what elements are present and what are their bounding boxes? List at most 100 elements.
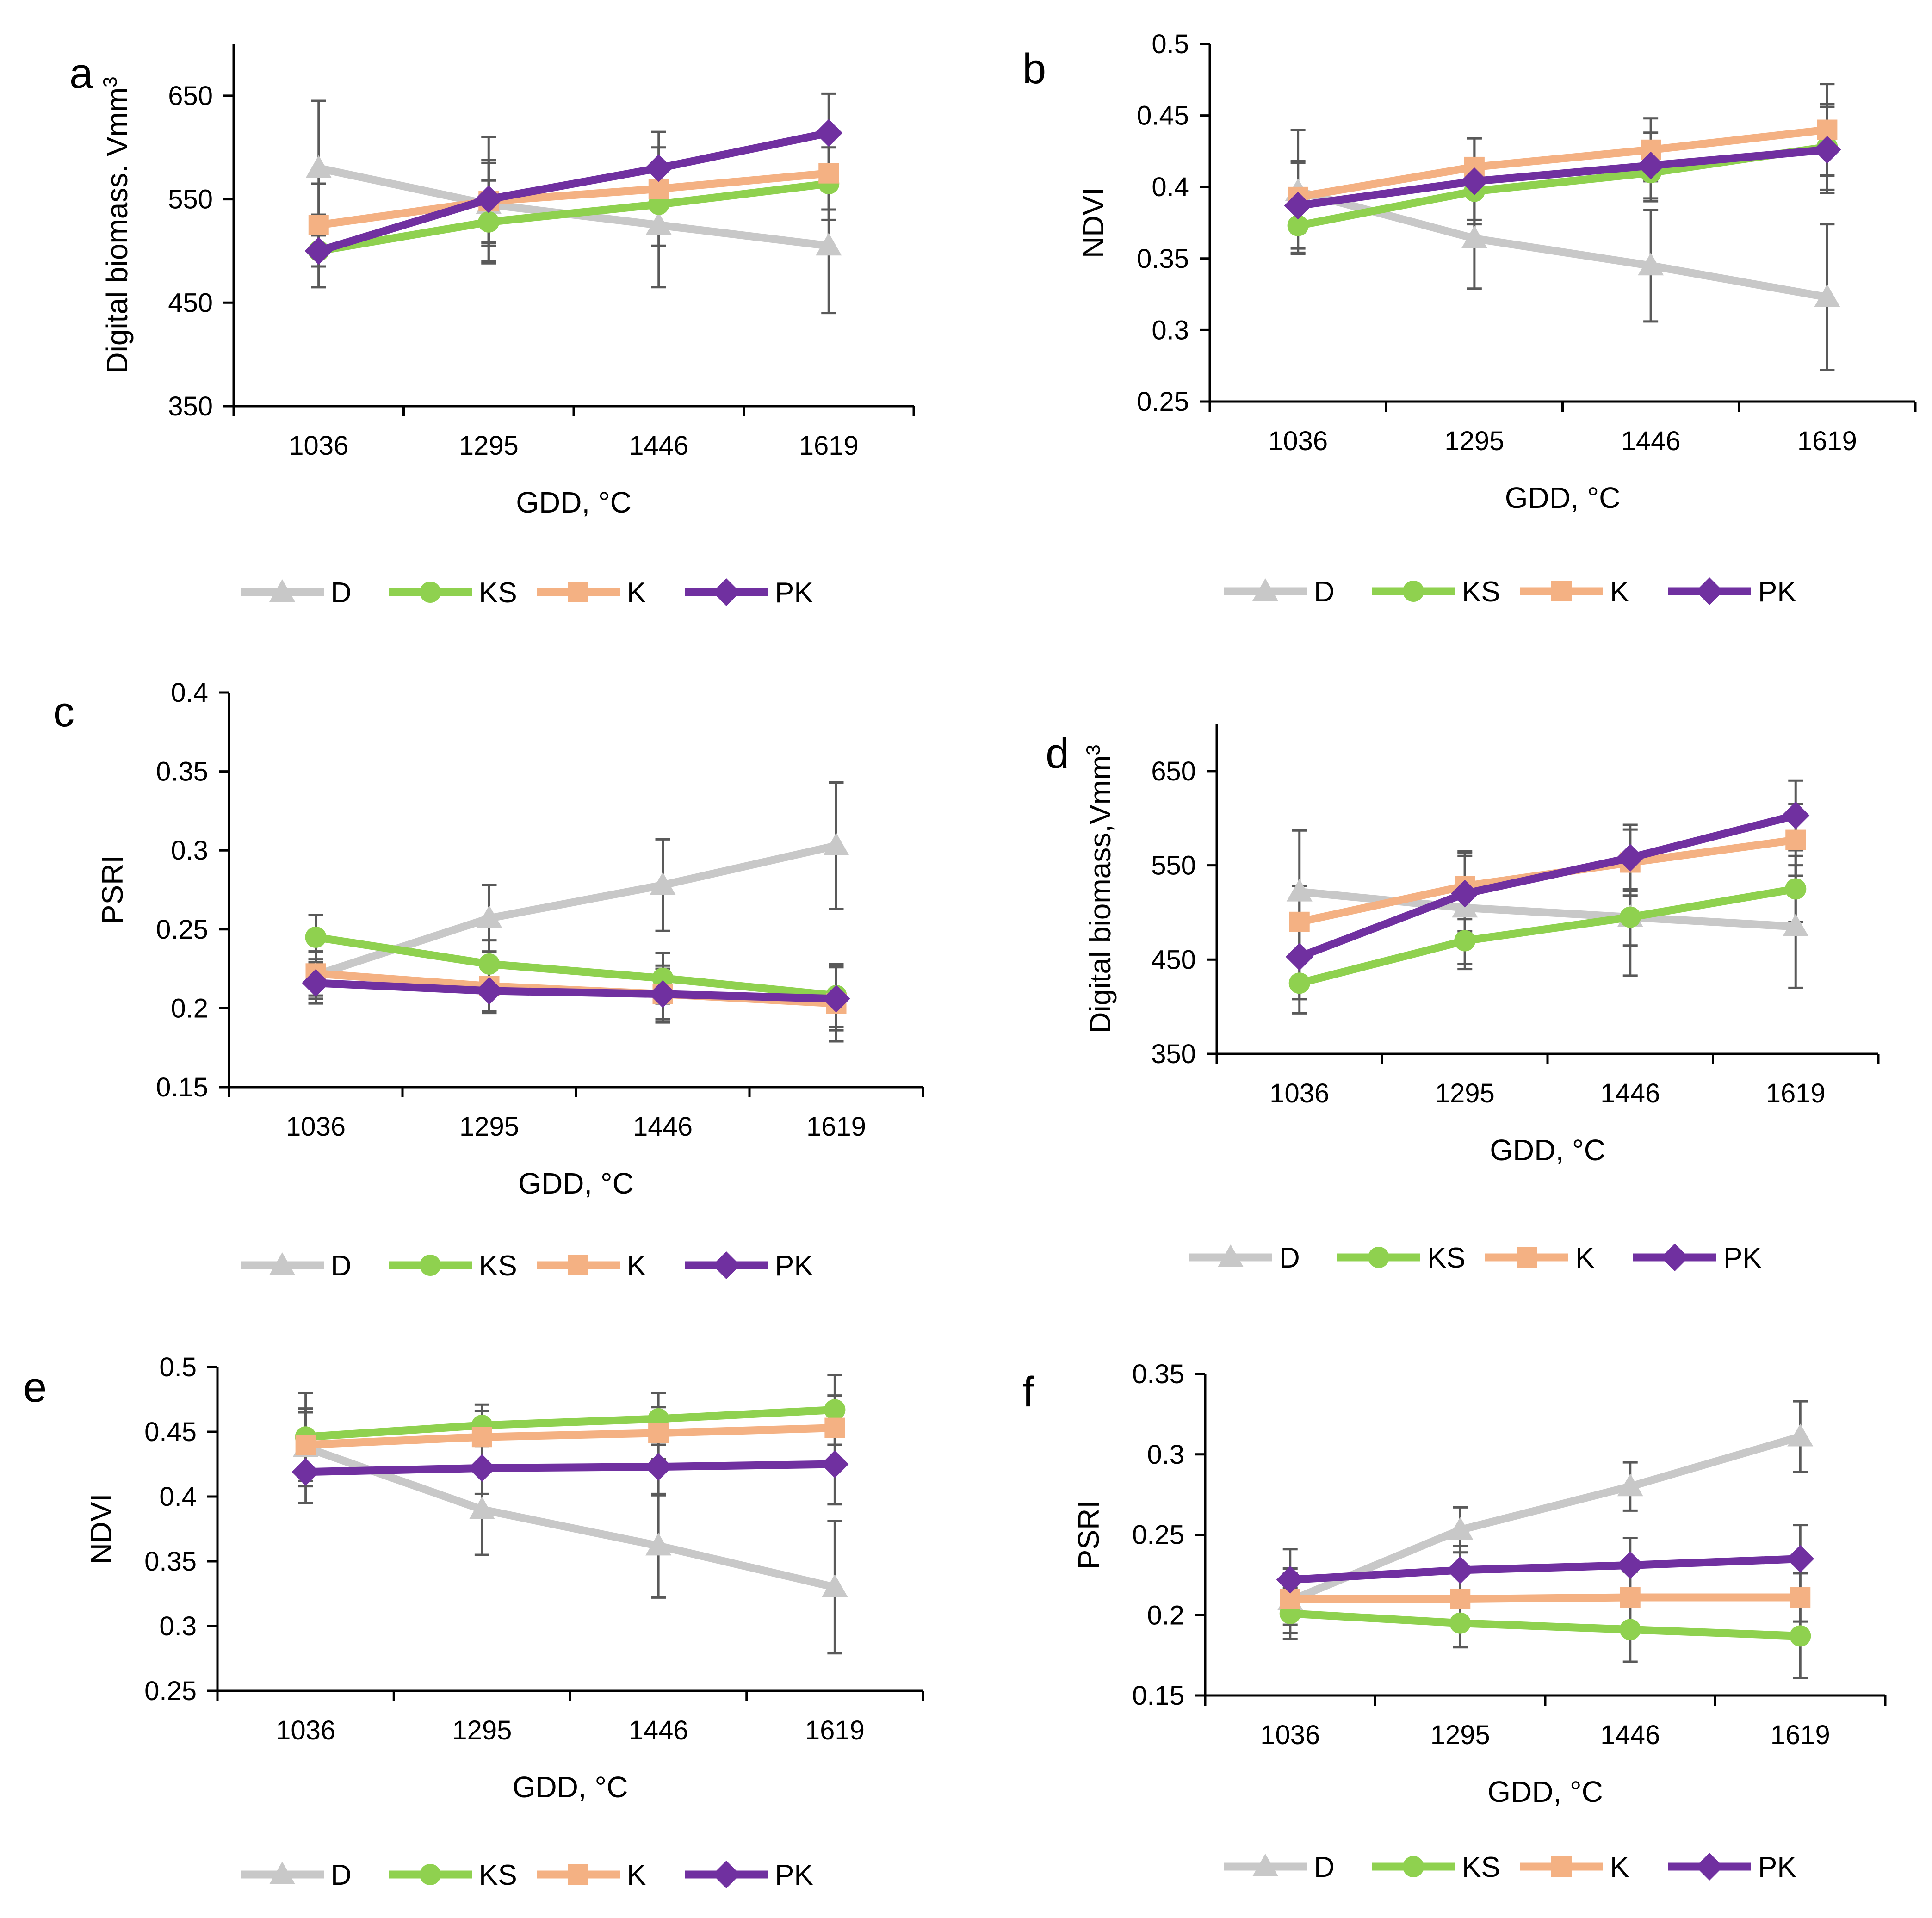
point-PK bbox=[649, 980, 677, 1008]
legend: D KS K PK bbox=[1224, 1851, 1796, 1883]
x-tick-label: 1295 bbox=[459, 431, 519, 461]
point-D bbox=[476, 905, 502, 928]
y-axis-title: Digital biomass. Vmm3 bbox=[99, 76, 134, 373]
legend-marker-D bbox=[269, 1252, 295, 1275]
y-tick-label: 0.15 bbox=[1132, 1681, 1184, 1711]
legend-label-D: D bbox=[1314, 576, 1335, 608]
series-line-D bbox=[1288, 1433, 1802, 1604]
point-D bbox=[823, 832, 849, 855]
y-tick-label: 550 bbox=[168, 185, 213, 215]
chart-panel-e: e 0.25 0.3 0.35 0.4 0.45 0.5 1036 1295 1446 1619 GD… bbox=[23, 1352, 924, 1891]
series-line-D bbox=[1299, 888, 1796, 931]
point-KS bbox=[824, 1399, 846, 1421]
series-line-PK bbox=[1298, 811, 1797, 961]
legend-marker-D bbox=[1252, 1854, 1278, 1876]
legend-marker-D bbox=[269, 1862, 295, 1884]
legend-marker-PK bbox=[712, 578, 740, 606]
x-axis-title: GDD, °C bbox=[1487, 1775, 1603, 1808]
point-K bbox=[824, 1417, 845, 1438]
x-tick-label: 1295 bbox=[459, 1112, 519, 1142]
legend: D KS K PK bbox=[241, 577, 813, 609]
point-PK bbox=[1285, 943, 1313, 971]
x-tick-label: 1446 bbox=[633, 1112, 693, 1142]
y-tick-label: 0.3 bbox=[1152, 315, 1189, 345]
series-line-K bbox=[318, 169, 830, 229]
legend-label-K: K bbox=[1575, 1242, 1594, 1274]
point-KS bbox=[1619, 906, 1641, 928]
legend-marker-KS bbox=[420, 582, 441, 603]
point-PK bbox=[302, 969, 330, 997]
series-line-KS bbox=[318, 179, 830, 255]
series-line-PK bbox=[1290, 1555, 1801, 1584]
legend-marker-K bbox=[1551, 1856, 1572, 1877]
y-tick-label: 0.4 bbox=[1152, 172, 1189, 202]
y-tick-label: 650 bbox=[1151, 756, 1196, 786]
point-PK bbox=[1813, 136, 1841, 164]
x-axis-title: GDD, °C bbox=[1490, 1133, 1605, 1167]
x-tick-label: 1619 bbox=[1771, 1720, 1830, 1750]
legend-label-D: D bbox=[331, 1250, 352, 1282]
point-PK bbox=[1451, 879, 1479, 908]
x-tick-label: 1446 bbox=[1600, 1078, 1660, 1108]
legend-label-D: D bbox=[1314, 1851, 1335, 1883]
legend-label-PK: PK bbox=[775, 1859, 813, 1891]
point-D bbox=[650, 872, 676, 895]
point-KS bbox=[478, 953, 500, 975]
point-PK bbox=[644, 1453, 673, 1481]
point-D bbox=[305, 155, 332, 178]
legend-label-D: D bbox=[1279, 1242, 1300, 1274]
legend-label-KS: KS bbox=[479, 577, 517, 609]
x-tick-label: 1036 bbox=[1268, 426, 1328, 456]
x-tick-label: 1036 bbox=[276, 1715, 335, 1745]
x-tick-label: 1619 bbox=[1797, 426, 1857, 456]
legend-marker-K bbox=[568, 1255, 588, 1275]
legend-marker-KS bbox=[1403, 581, 1424, 602]
y-tick-label: 0.25 bbox=[1132, 1520, 1184, 1550]
point-PK bbox=[821, 1450, 849, 1478]
panel-label: e bbox=[23, 1364, 47, 1411]
point-PK bbox=[815, 119, 843, 147]
legend-marker-PK bbox=[712, 1251, 740, 1279]
legend-label-PK: PK bbox=[1758, 1851, 1796, 1883]
point-PK bbox=[1446, 1556, 1474, 1584]
x-tick-label: 1619 bbox=[799, 431, 859, 461]
chart-panel-f: f 0.15 0.2 0.25 0.3 0.35 1036 1295 1446 1619 GDD, … bbox=[1022, 1359, 1887, 1883]
point-KS bbox=[1454, 930, 1476, 952]
point-K bbox=[1620, 1587, 1641, 1608]
y-tick-label: 650 bbox=[168, 81, 213, 111]
x-tick-label: 1036 bbox=[1260, 1720, 1320, 1750]
point-KS bbox=[1287, 215, 1309, 236]
point-PK bbox=[1782, 801, 1810, 829]
legend-marker-K bbox=[1551, 581, 1572, 601]
x-axis-title: GDD, °C bbox=[516, 486, 632, 519]
point-KS bbox=[648, 193, 669, 215]
y-tick-label: 550 bbox=[1151, 851, 1196, 881]
point-D bbox=[1447, 1517, 1474, 1540]
point-D bbox=[1286, 879, 1313, 902]
point-D bbox=[1787, 1423, 1814, 1447]
y-tick-label: 350 bbox=[168, 391, 213, 421]
y-tick-label: 0.5 bbox=[159, 1352, 197, 1382]
panel-label: c bbox=[53, 688, 74, 736]
series-line-K bbox=[1290, 1593, 1801, 1603]
point-K bbox=[1785, 829, 1806, 850]
legend-marker-K bbox=[568, 1864, 588, 1885]
y-tick-label: 0.45 bbox=[1137, 101, 1189, 131]
point-K bbox=[1450, 1589, 1471, 1609]
point-D bbox=[822, 1574, 848, 1597]
point-K bbox=[818, 163, 839, 184]
y-axis-title: NDVI bbox=[84, 1494, 118, 1565]
x-tick-label: 1446 bbox=[1600, 1720, 1660, 1750]
chart-panel-b: b 0.25 0.3 0.35 0.4 0.45 0.5 1036 1295 1446 1619 GD… bbox=[1022, 29, 1917, 608]
point-PK bbox=[1276, 1565, 1304, 1594]
x-tick-label: 1295 bbox=[452, 1715, 512, 1745]
legend-label-PK: PK bbox=[1723, 1242, 1762, 1274]
legend-label-PK: PK bbox=[775, 577, 813, 609]
legend-marker-D bbox=[1252, 578, 1278, 601]
y-tick-label: 0.2 bbox=[171, 993, 208, 1023]
point-PK bbox=[304, 237, 333, 265]
series-line-KS bbox=[305, 1405, 835, 1441]
series-line-K bbox=[305, 1424, 835, 1449]
point-KS bbox=[305, 926, 327, 948]
